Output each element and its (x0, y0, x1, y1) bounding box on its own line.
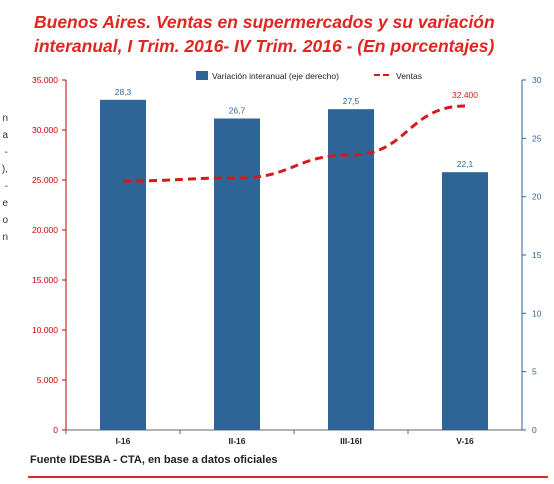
side-text-fragment: - (4, 181, 8, 192)
right-axis-tick-label: 10 (532, 308, 542, 318)
bar (442, 172, 488, 430)
bar-value-label: 28,3 (115, 87, 132, 97)
chart-title-line-1: Buenos Aires. Ventas en supermercados y … (34, 12, 495, 32)
bar-value-label: 27,5 (343, 96, 360, 106)
cropped-side-text: n a - ), - e o n (0, 110, 8, 246)
side-text-fragment: n (2, 232, 8, 243)
x-axis-tick-label: II-16 (228, 436, 245, 446)
legend-swatch-bars (196, 71, 208, 80)
side-text-fragment: n (2, 113, 8, 124)
side-text-fragment: ), (1, 164, 8, 175)
right-axis-tick-label: 30 (532, 75, 542, 85)
right-axis-tick-label: 5 (532, 367, 537, 377)
x-axis-tick-label: V-16 (456, 436, 474, 446)
left-axis-tick-label: 10.000 (32, 325, 58, 335)
bar (328, 109, 374, 430)
bar-value-label: 26,7 (229, 106, 246, 116)
bottom-rule (28, 476, 548, 478)
side-text-fragment: a (2, 130, 8, 141)
chart-title-line-2: interanual, I Trim. 2016- IV Trim. 2016 … (34, 36, 495, 56)
right-axis-tick-label: 0 (532, 425, 537, 435)
bar (214, 118, 260, 430)
legend-label-line: Ventas (396, 71, 422, 81)
left-axis-tick-label: 15.000 (32, 275, 58, 285)
right-axis-tick-label: 15 (532, 250, 542, 260)
chart-title: Buenos Aires. Ventas en supermercados y … (34, 10, 544, 58)
side-text-fragment: o (2, 215, 8, 226)
left-axis-tick-label: 25.000 (32, 175, 58, 185)
x-axis-tick-label: I-16 (116, 436, 131, 446)
right-axis-tick-label: 20 (532, 192, 542, 202)
side-text-fragment: - (4, 147, 8, 158)
ventas-value-label: 32.400 (452, 90, 478, 100)
source-note: Fuente IDESBA - CTA, en base a datos ofi… (30, 454, 278, 466)
right-axis-tick-label: 25 (532, 133, 542, 143)
left-axis-tick-label: 20.000 (32, 225, 58, 235)
left-axis-tick-label: 35.000 (32, 75, 58, 85)
bar (100, 99, 146, 431)
legend-label-bars: Variación interanual (eje derecho) (212, 71, 339, 81)
x-axis-tick-label: III-16I (340, 436, 362, 446)
bar-value-label: 22,1 (457, 159, 474, 169)
left-axis-tick-label: 5.000 (37, 375, 59, 385)
left-axis-tick-label: 30.000 (32, 125, 58, 135)
side-text-fragment: e (2, 198, 8, 209)
chart-canvas: 0 5.000 10.000 15.000 20.000 25.000 30.000 35.0… (32, 71, 542, 446)
left-axis-tick-label: 0 (53, 425, 58, 435)
ventas-line (122, 104, 466, 183)
